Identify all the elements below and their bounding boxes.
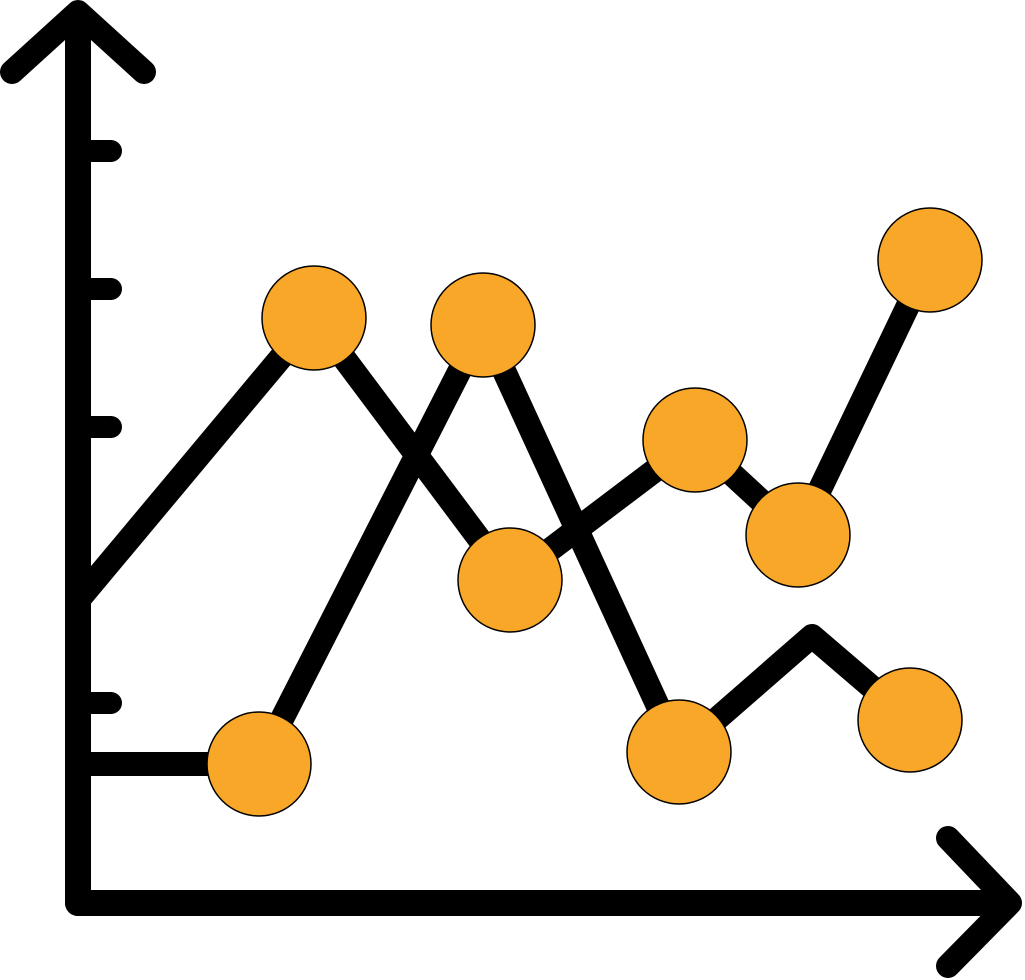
marker-4 <box>642 387 748 493</box>
marker-9 <box>857 667 963 773</box>
marker-7 <box>206 711 312 817</box>
marker-6 <box>745 482 851 588</box>
marker-8 <box>626 699 732 805</box>
marker-1 <box>261 265 367 371</box>
markers <box>206 207 983 817</box>
marker-3 <box>877 207 983 313</box>
x-axis-arrowhead <box>936 826 1022 978</box>
marker-2 <box>430 272 536 378</box>
marker-5 <box>457 527 563 633</box>
y-axis-arrowhead <box>0 0 156 84</box>
